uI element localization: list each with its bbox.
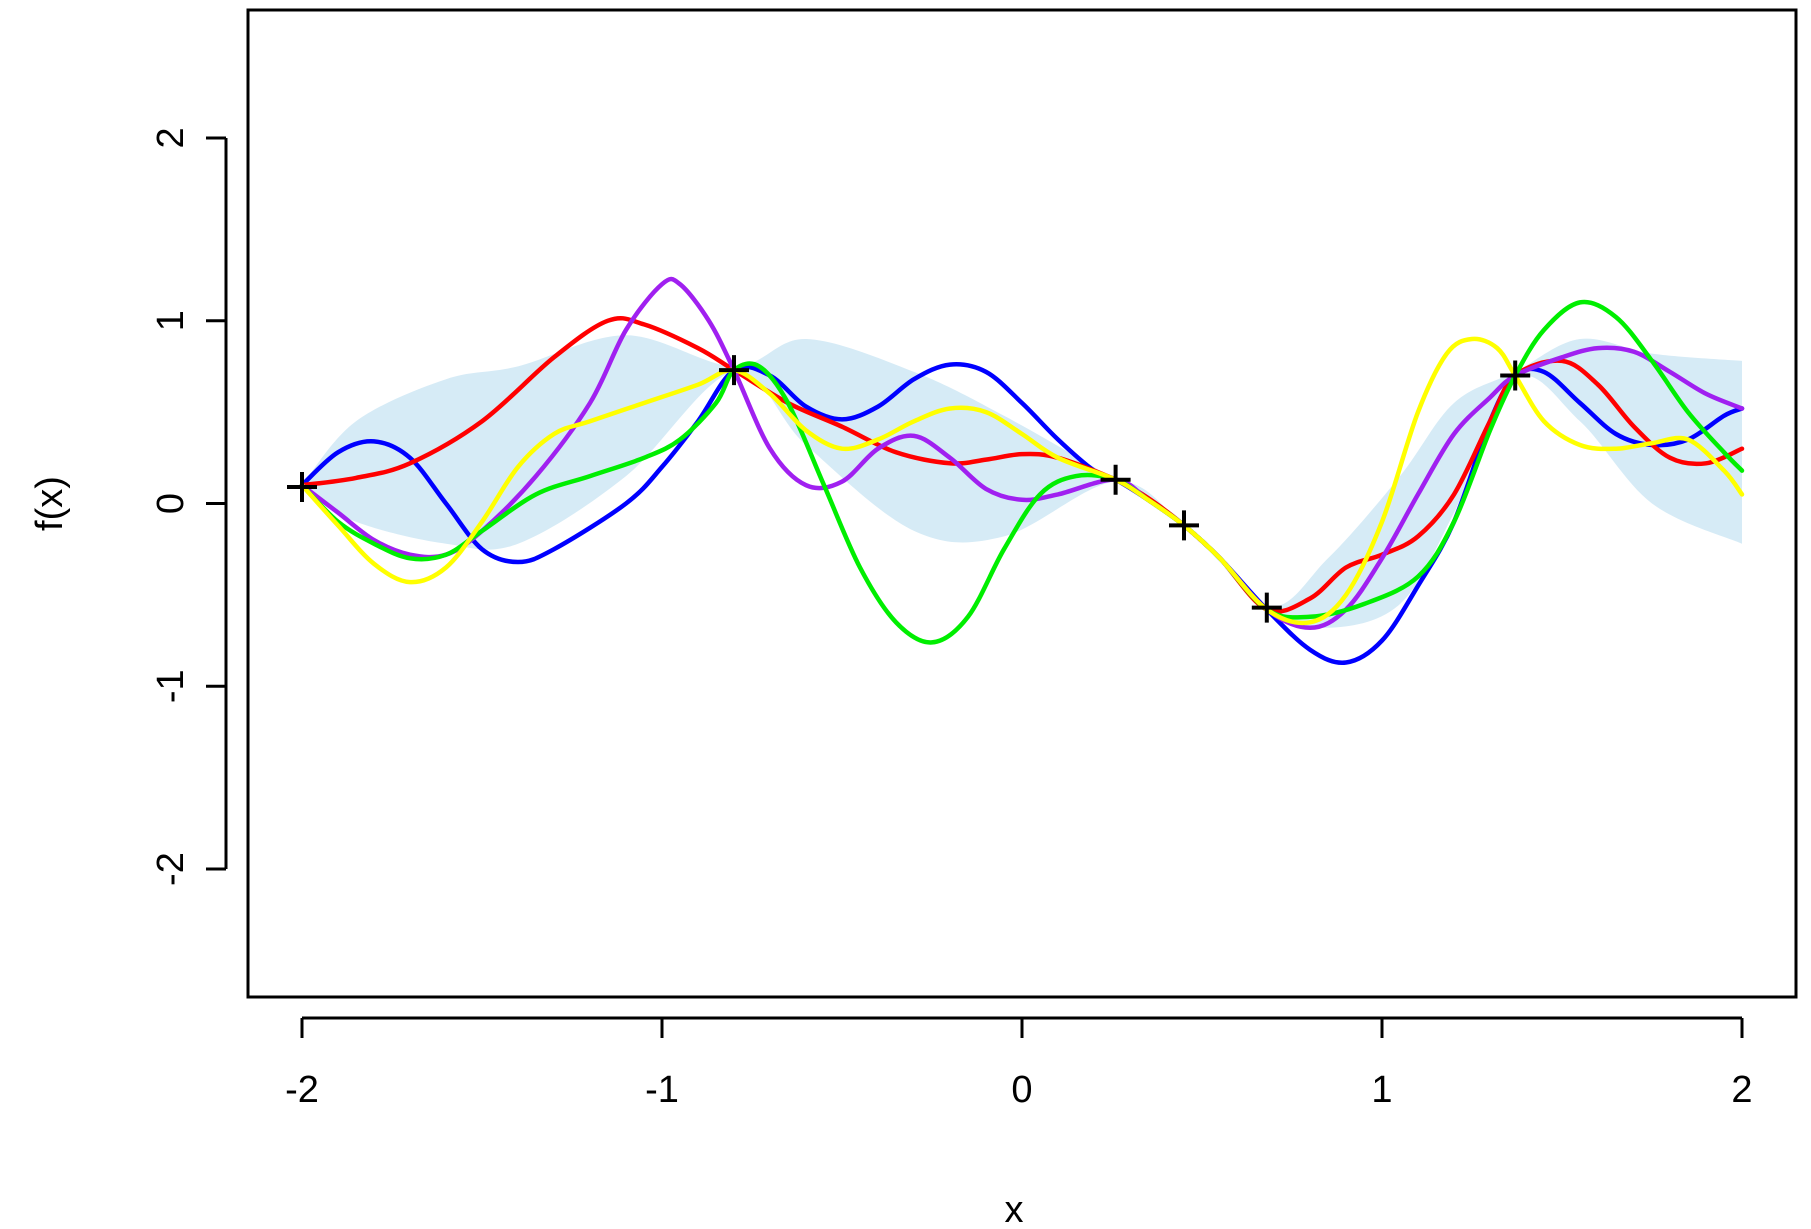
confidence-band	[302, 335, 1742, 628]
observation-point-5	[1251, 592, 1282, 623]
y-tick-label: 0	[150, 493, 192, 514]
x-axis-label: x	[1005, 1189, 1024, 1229]
x-tick-label: 0	[1011, 1069, 1032, 1111]
series-lines-layer	[299, 276, 1745, 665]
sample-path-line-4	[299, 299, 1745, 645]
observation-point-4	[1169, 510, 1199, 541]
observation-points-layer	[287, 355, 1531, 623]
x-tick-label: 2	[1731, 1069, 1752, 1111]
y-tick-label: -1	[150, 669, 192, 703]
y-axis: -2 -1 0 1 2	[150, 127, 228, 886]
y-axis-label: f(x)	[29, 476, 71, 531]
sample-path-line-3	[299, 276, 1745, 631]
x-axis: -2 -1 0 1 2	[285, 1016, 1753, 1111]
observation-point-1	[287, 472, 317, 503]
y-tick-label: 2	[150, 127, 192, 148]
observation-point-6	[1500, 360, 1531, 391]
confidence-band-layer	[302, 335, 1742, 628]
y-tick-label: 1	[150, 310, 192, 331]
observation-point-3	[1100, 464, 1131, 495]
y-tick-label: -2	[150, 852, 192, 886]
x-tick-label: -2	[285, 1069, 319, 1111]
observation-point-2	[719, 355, 749, 386]
plot-frame	[246, 8, 1798, 999]
x-tick-label: -1	[645, 1069, 679, 1111]
x-tick-label: 1	[1371, 1069, 1392, 1111]
sample-path-line-5	[299, 336, 1745, 626]
